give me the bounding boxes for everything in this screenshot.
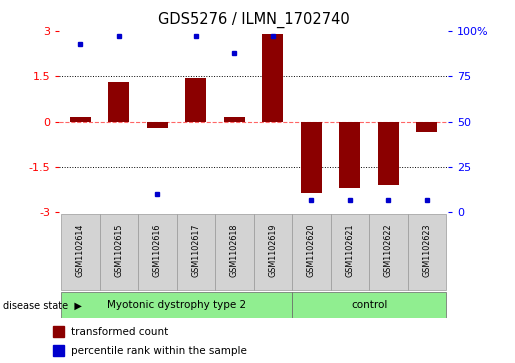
Bar [292,214,331,290]
Title: GDS5276 / ILMN_1702740: GDS5276 / ILMN_1702740 [158,12,350,28]
Bar [53,326,64,337]
Bar [339,122,360,188]
Bar [147,122,168,128]
Text: Myotonic dystrophy type 2: Myotonic dystrophy type 2 [107,300,246,310]
Bar [61,292,292,318]
Bar [53,345,64,356]
Bar [215,214,253,290]
Text: percentile rank within the sample: percentile rank within the sample [71,346,247,355]
Bar [108,82,129,122]
Text: control: control [351,300,387,310]
Text: GSM1102619: GSM1102619 [268,224,278,277]
Text: GSM1102621: GSM1102621 [346,224,354,277]
Text: GSM1102614: GSM1102614 [76,224,85,277]
Text: GSM1102618: GSM1102618 [230,224,239,277]
Text: GSM1102615: GSM1102615 [114,224,124,277]
Text: GSM1102616: GSM1102616 [153,224,162,277]
Bar [99,214,138,290]
Bar [301,122,322,193]
Bar [262,34,283,122]
Text: GSM1102620: GSM1102620 [307,224,316,277]
Bar [369,214,408,290]
Bar [138,214,177,290]
Bar [177,214,215,290]
Bar [70,117,91,122]
Bar [185,78,207,122]
Text: disease state  ▶: disease state ▶ [3,300,81,310]
Text: transformed count: transformed count [71,327,168,337]
Bar [416,122,437,132]
Bar [61,214,99,290]
Bar [378,122,399,185]
Bar [224,117,245,122]
Bar [292,292,446,318]
Text: GSM1102623: GSM1102623 [422,224,432,277]
Bar [408,214,446,290]
Bar [253,214,292,290]
Text: GSM1102617: GSM1102617 [192,224,200,277]
Text: GSM1102622: GSM1102622 [384,224,393,277]
Bar [331,214,369,290]
